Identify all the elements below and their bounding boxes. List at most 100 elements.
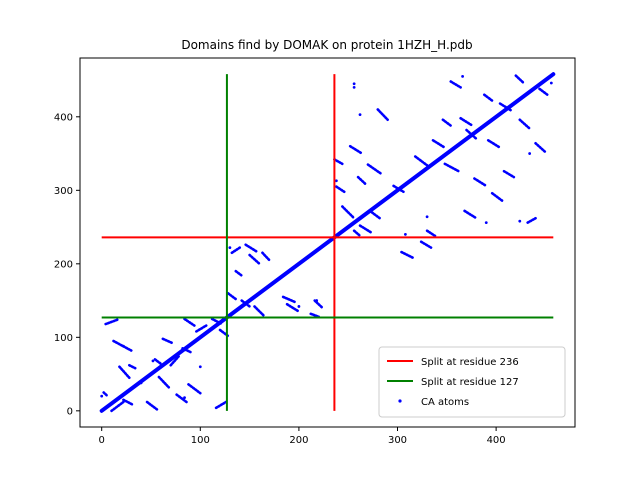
y-tick-label: 400 — [54, 112, 73, 123]
ca-contact-segment — [118, 365, 131, 380]
y-tick-label: 300 — [54, 186, 73, 197]
legend-box — [378, 346, 566, 418]
ca-atom-point — [461, 74, 464, 78]
ca-atom-point — [297, 305, 301, 308]
ca-contact-segment — [400, 250, 415, 260]
ca-contact-segment — [482, 93, 494, 102]
x-tick-label: 100 — [191, 435, 210, 446]
ca-atom-point — [334, 179, 338, 183]
ca-contact-segment — [356, 175, 368, 186]
legend-label: CA atoms — [421, 397, 469, 408]
ca-contact-segment — [449, 80, 462, 89]
x-tick-label: 300 — [388, 435, 407, 446]
ca-contact-segment — [538, 87, 549, 97]
ca-contact-segment — [490, 191, 504, 202]
ca-contact-segment — [110, 400, 125, 413]
ca-contact-segment — [244, 243, 259, 254]
legend-label: Split at residue 236 — [421, 357, 519, 368]
ca-atom-point — [352, 82, 356, 86]
ca-contact-segment — [486, 139, 502, 149]
ca-atom-point — [121, 344, 125, 348]
y-tick-label: 100 — [54, 333, 73, 344]
ca-contact-segment — [333, 158, 344, 166]
ca-contact-segment — [431, 139, 447, 149]
ca-contact-segment — [413, 155, 429, 167]
ca-contact-segment — [145, 400, 159, 411]
chart-title: Domains find by DOMAK on protein 1HZH_H.… — [181, 38, 472, 52]
ca-contact-segment — [358, 224, 374, 235]
ca-contact-segment — [463, 209, 478, 220]
ca-atom-point — [151, 359, 155, 363]
ca-contact-segment — [340, 205, 356, 220]
ca-contact-segment — [240, 299, 251, 308]
legend-swatch-marker — [398, 399, 402, 403]
ca-atom-point — [549, 81, 553, 85]
ca-atom-point — [183, 396, 186, 399]
ca-contact-segment — [498, 102, 514, 113]
plot-area — [99, 72, 556, 413]
ca-atom-point — [198, 365, 202, 369]
y-tick-label: 200 — [54, 259, 73, 270]
ca-contact-segment — [443, 162, 460, 173]
ca-contact-segment — [348, 144, 364, 155]
ca-contact-segment — [102, 391, 109, 398]
ca-contact-segment — [352, 229, 362, 238]
ca-contact-segment — [183, 317, 196, 327]
ca-contact-segment — [518, 118, 531, 130]
ca-atom-point — [352, 86, 356, 89]
ca-contact-segment — [459, 116, 474, 127]
ca-contact-segment — [181, 347, 192, 354]
ca-atom-point — [403, 233, 407, 236]
ca-contact-segment — [104, 318, 119, 326]
ca-contact-segment — [234, 269, 244, 277]
ca-atom-point — [528, 152, 532, 155]
ca-contact-segment — [473, 177, 488, 188]
ca-contact-segment — [309, 312, 320, 319]
ca-contact-segment — [526, 216, 537, 224]
ca-atom-point — [315, 299, 319, 302]
ca-contact-segment — [157, 375, 171, 389]
ca-contact-segment — [392, 184, 405, 194]
ca-contact-segment — [376, 108, 389, 122]
legend-label: Split at residue 127 — [421, 377, 519, 388]
ca-contact-segment — [230, 246, 242, 255]
ca-contact-segment — [128, 363, 137, 370]
x-tick-label: 200 — [289, 435, 308, 446]
ca-contact-segment — [161, 337, 174, 345]
ca-contact-segment — [261, 251, 271, 262]
ca-atom-point — [100, 394, 104, 398]
y-tick-label: 0 — [67, 406, 73, 417]
ca-contact-segment — [425, 229, 437, 238]
ca-diagonal-trace — [99, 72, 556, 413]
ca-contact-segment — [285, 302, 301, 313]
axes-frame — [79, 57, 576, 428]
ca-contact-segment — [281, 295, 297, 304]
ca-contact-segment — [169, 355, 180, 367]
axis-ticks: 0 100 200 300 400 0 100 200 300 400 — [54, 112, 506, 446]
ca-contact-segment — [514, 74, 526, 85]
x-tick-label: 400 — [487, 435, 506, 446]
ca-atom-point — [228, 246, 232, 250]
ca-atom-point — [139, 381, 143, 385]
ca-contact-segment — [131, 374, 151, 389]
ca-atom-point — [484, 221, 488, 225]
x-tick-label: 0 — [99, 435, 105, 446]
ca-contact-segment — [366, 163, 384, 176]
ca-contact-segment — [419, 240, 433, 249]
ca-contact-segment — [370, 211, 382, 220]
ca-atom-point — [425, 215, 429, 219]
legend: Split at residue 236 Split at residue 127… — [378, 346, 566, 418]
ca-contact-segment — [195, 324, 208, 333]
ca-atom-point — [518, 219, 522, 223]
ca-atom-point — [358, 113, 362, 116]
ca-contact-segment — [335, 185, 346, 194]
ca-contact-segment — [122, 398, 135, 407]
ca-contact-segment — [214, 400, 228, 410]
ca-contact-segment — [187, 383, 202, 395]
ca-contact-segment — [210, 317, 224, 326]
ca-contact-segment — [502, 169, 516, 179]
ca-contact-segment — [153, 358, 163, 366]
ca-contact-segment — [465, 128, 478, 141]
ca-contact-segment — [441, 118, 453, 127]
